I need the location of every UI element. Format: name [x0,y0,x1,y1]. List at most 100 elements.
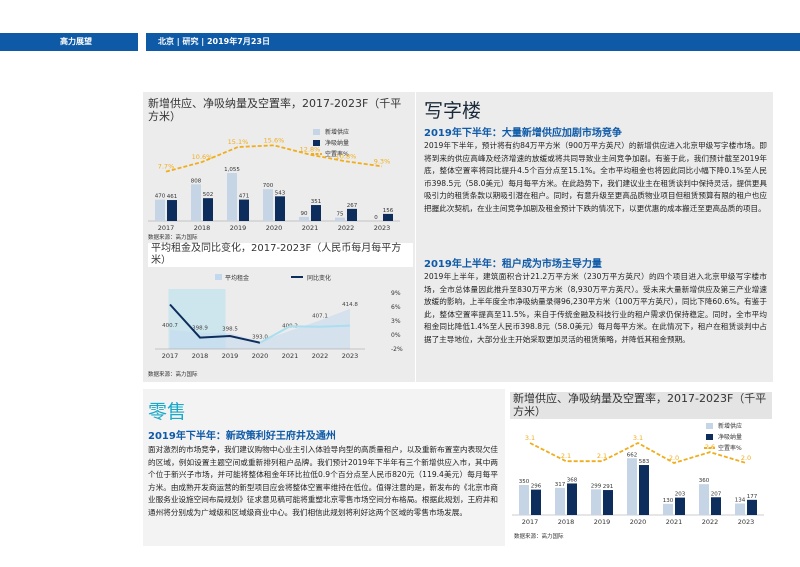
supply-bar [519,485,529,515]
absorption-bar [347,208,357,221]
supply-bar [227,173,237,221]
x-tick-label: 2021 [282,352,299,360]
vacancy-value-label: 2.1 [561,452,571,460]
supply-bar [735,503,745,515]
office-rent-chart: 平均租金 同比变化 400.7 2017 398.9 2018 398.5 2019 393.0… [155,274,403,360]
vacancy-value-label: 10.8% [336,152,357,160]
retail-sub: 2019年下半年：新政策利好王府井及通州 [148,431,336,442]
absorption-bar [275,196,285,221]
supply-value-label: 75 [337,212,344,218]
retail-heading: 零售 [148,401,187,423]
x-tick-label: 2023 [342,352,359,360]
legend-label: 同比变化 [307,274,331,282]
rent-value-label: 393.0 [252,335,268,341]
supply-value-label: 134 [735,498,746,504]
y2-tick-label: 9% [391,290,401,297]
supply-value-label: 1,055 [224,167,240,173]
vacancy-value-label: 2.0 [741,454,751,462]
rent-value-label: 398.5 [222,326,238,332]
x-tick-label: 2023 [374,224,391,232]
x-tick-label: 2020 [252,352,269,360]
x-tick-label: 2022 [338,224,355,232]
retail-text-panel [143,389,505,546]
chart3-source: 数据来源：高力国际 [514,534,564,540]
y2-tick-label: 0% [391,332,401,339]
legend-label: 净吸纳量 [325,139,349,147]
absorption-value-label: 177 [747,494,758,500]
legend-swatch [313,140,320,146]
chart3-title: 新增供应、净吸纳量及空置率，2017-2023F（千平方米） [510,392,772,419]
chart1-source: 数据来源：高力国际 [148,235,198,241]
office-para1: 2019年下半年，预计将有约84万平方米（900万平方英尺）的新增供应进入北京甲… [424,141,767,213]
supply-value-label: 700 [263,183,274,189]
y2-tick-label: 6% [391,304,401,311]
absorption-value-label: 583 [639,459,650,465]
supply-value-label: 0 [374,215,378,221]
vacancy-value-label: 2.0 [669,454,679,462]
y2-tick-label: -2% [391,346,403,353]
vacancy-value-label: 15.1% [228,138,249,146]
rent-value-label: 407.1 [312,313,328,319]
absorption-value-label: 203 [675,492,686,498]
supply-value-label: 470 [155,194,166,200]
x-tick-label: 2022 [312,352,329,360]
absorption-bar [747,499,757,515]
vacancy-value-label: 7.7% [158,163,175,171]
absorption-value-label: 207 [711,491,722,497]
vacancy-line [529,441,747,464]
supply-bar [663,503,673,515]
absorption-bar [603,490,613,515]
absorption-bar [531,489,541,515]
office-heading: 写字楼 [424,100,482,122]
legend-swatch [706,423,713,429]
vacancy-line [165,144,383,173]
office-para2: 2019年上半年，建筑面积合计21.2万平方米（230万平方英尺）的四个项目进入… [424,272,767,344]
supply-value-label: 808 [191,178,202,184]
vacancy-value-label: 15.6% [264,136,285,144]
absorption-value-label: 461 [167,194,178,200]
yoy-line [169,303,261,344]
rent-area [170,308,350,349]
rent-value-label: 398.9 [192,326,208,332]
absorption-bar [239,199,249,221]
office-sub2: 2019年上半年：租户成为市场主导力量 [424,259,602,270]
absorption-value-label: 543 [275,190,286,196]
legend-swatch [215,274,222,280]
absorption-value-label: 267 [347,203,358,209]
x-tick-label: 2018 [194,224,211,232]
supply-value-label: 350 [519,479,530,485]
x-tick-label: 2018 [558,518,575,526]
chart2-source: 数据来源：高力国际 [148,372,198,378]
absorption-value-label: 156 [383,208,394,214]
header-right: 北京 | 研究 | 2019年7月23日 [146,33,800,51]
chart1-title: 新增供应、净吸纳量及空置率，2017-2023F（千平方米） [148,97,402,123]
x-tick-label: 2017 [158,224,175,232]
absorption-bar [711,497,721,515]
absorption-bar [567,483,577,515]
supply-value-label: 130 [663,498,674,504]
supply-value-label: 662 [627,452,638,458]
supply-bar [191,184,201,221]
absorption-bar [167,200,177,221]
supply-bar [263,189,273,221]
legend-label: 新增供应 [325,128,349,136]
yoy-forecast-line [259,324,351,344]
chart2-title: 平均租金及同比变化，2017-2023F（人民币每月每平方米） [148,243,413,267]
legend-swatch [313,129,320,135]
absorption-bar [203,198,213,221]
supply-bar [699,484,709,515]
absorption-value-label: 291 [603,484,614,490]
retail-para: 面对激烈的市场竞争，我们建议购物中心业主引入体验导向型的高质量租户，以及重新布置… [148,445,498,517]
supply-bar [555,487,565,515]
legend-label: 净吸纳量 [718,433,742,441]
supply-bar [591,489,601,515]
office-sub1: 2019年下半年：大量新增供应加剧市场竞争 [424,128,622,139]
vacancy-value-label: 9.3% [374,157,391,165]
x-tick-label: 2019 [594,518,611,526]
absorption-bar [383,213,393,221]
x-tick-label: 2020 [266,224,283,232]
absorption-bar [675,497,685,515]
absorption-value-label: 471 [239,194,250,200]
